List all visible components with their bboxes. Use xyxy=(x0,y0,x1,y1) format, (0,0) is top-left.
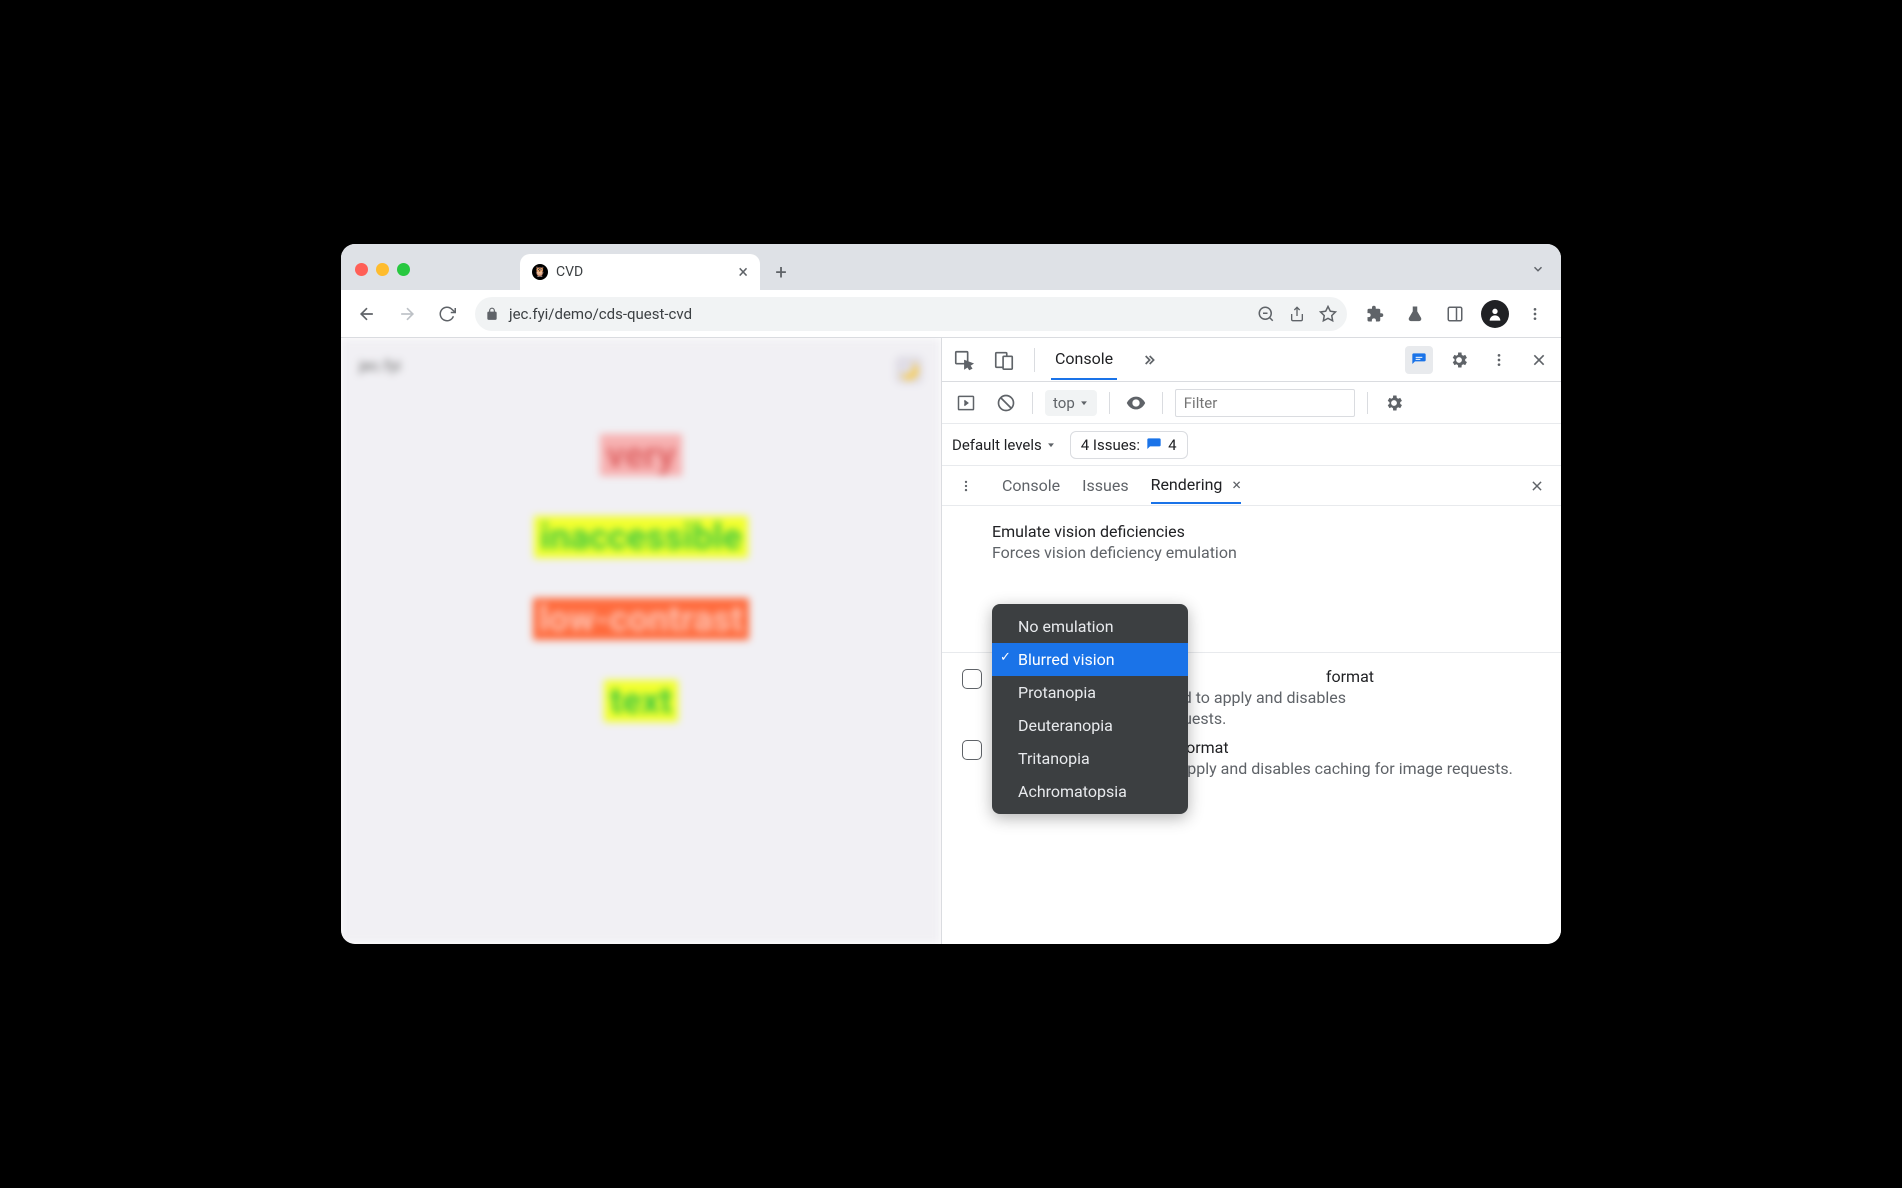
demo-word: low-contrast xyxy=(533,598,749,640)
demo-word: very xyxy=(600,434,681,476)
side-panel-button[interactable] xyxy=(1437,296,1473,332)
device-toggle-button[interactable] xyxy=(990,346,1018,374)
browser-window: 🦉 CVD × + jec.fyi/demo/cds-quest-cvd xyxy=(341,244,1561,944)
more-tabs-button[interactable] xyxy=(1135,346,1163,374)
back-button[interactable] xyxy=(349,296,385,332)
dropdown-option[interactable]: Tritanopia xyxy=(992,742,1188,775)
rendering-panel: Emulate vision deficiencies Forces visio… xyxy=(942,506,1561,794)
demo-word: inaccessible xyxy=(534,516,748,558)
dropdown-option[interactable]: Deuteranopia xyxy=(992,709,1188,742)
close-window-button[interactable] xyxy=(355,263,368,276)
dropdown-option[interactable]: No emulation xyxy=(992,610,1188,643)
show-sidebar-button[interactable] xyxy=(952,389,980,417)
devtools-menu-button[interactable] xyxy=(1485,346,1513,374)
close-drawer-tab-button[interactable]: × xyxy=(1232,475,1241,494)
log-levels-selector[interactable]: Default levels xyxy=(952,436,1056,454)
extensions-button[interactable] xyxy=(1357,296,1393,332)
clear-console-button[interactable] xyxy=(992,389,1020,417)
drawer-tab-issues[interactable]: Issues xyxy=(1082,467,1128,504)
close-drawer-button[interactable] xyxy=(1523,472,1551,500)
inspect-button[interactable] xyxy=(950,346,978,374)
dropdown-option[interactable]: Blurred vision xyxy=(992,643,1188,676)
reload-button[interactable] xyxy=(429,296,465,332)
messages-button[interactable] xyxy=(1405,346,1433,374)
issues-chip[interactable]: 4 Issues: 4 xyxy=(1070,431,1188,459)
profile-button[interactable] xyxy=(1477,296,1513,332)
dropdown-option[interactable]: Protanopia xyxy=(992,676,1188,709)
section-subtitle: Forces vision deficiency emulation xyxy=(992,543,1531,562)
issues-icon xyxy=(1146,437,1162,453)
theme-toggle[interactable]: 🌙 xyxy=(895,356,923,384)
context-selector[interactable]: top xyxy=(1045,390,1097,416)
console-filter-row: Default levels 4 Issues: 4 xyxy=(942,424,1561,466)
lock-icon xyxy=(485,307,499,321)
browser-toolbar: jec.fyi/demo/cds-quest-cvd xyxy=(341,290,1561,338)
window-controls xyxy=(355,263,410,276)
checkbox-1[interactable] xyxy=(962,669,982,689)
browser-tab[interactable]: 🦉 CVD × xyxy=(520,254,760,290)
content-area: jec.fyi 🌙 very inaccessible low-contrast te… xyxy=(341,338,1561,944)
drawer-tab-console[interactable]: Console xyxy=(1002,467,1060,504)
console-toolbar: top xyxy=(942,382,1561,424)
console-settings-button[interactable] xyxy=(1380,389,1408,417)
tab-strip: 🦉 CVD × + xyxy=(341,244,1561,290)
web-page: jec.fyi 🌙 very inaccessible low-contrast te… xyxy=(341,338,941,944)
devtools: Console xyxy=(941,338,1561,944)
demo-word: text xyxy=(604,680,678,722)
context-label: top xyxy=(1053,394,1075,412)
filter-input[interactable] xyxy=(1175,389,1355,417)
drawer-tab-rendering[interactable]: Rendering× xyxy=(1151,467,1241,504)
issues-label: 4 Issues: xyxy=(1081,436,1140,454)
forward-button[interactable] xyxy=(389,296,425,332)
checkbox-2[interactable] xyxy=(962,740,982,760)
section-title: Emulate vision deficiencies xyxy=(992,522,1531,541)
maximize-window-button[interactable] xyxy=(397,263,410,276)
close-devtools-button[interactable] xyxy=(1525,346,1553,374)
drawer-menu-button[interactable] xyxy=(952,472,980,500)
url-text: jec.fyi/demo/cds-quest-cvd xyxy=(509,305,692,323)
new-tab-button[interactable]: + xyxy=(766,257,796,287)
chrome-menu-button[interactable] xyxy=(1517,296,1553,332)
tab-list-button[interactable] xyxy=(1525,256,1551,282)
labs-button[interactable] xyxy=(1397,296,1433,332)
address-bar[interactable]: jec.fyi/demo/cds-quest-cvd xyxy=(475,297,1347,331)
site-label: jec.fyi xyxy=(359,356,401,384)
tab-title: CVD xyxy=(556,264,583,280)
star-icon[interactable] xyxy=(1319,305,1337,323)
devtools-main-toolbar: Console xyxy=(942,338,1561,382)
drawer-tabstrip: Console Issues Rendering× xyxy=(942,466,1561,506)
demo-words: very inaccessible low-contrast text xyxy=(359,434,923,722)
settings-button[interactable] xyxy=(1445,346,1473,374)
zoom-icon[interactable] xyxy=(1257,305,1275,323)
levels-label: Default levels xyxy=(952,436,1042,454)
share-icon[interactable] xyxy=(1289,306,1305,322)
favicon-icon: 🦉 xyxy=(532,264,548,280)
vision-deficiency-dropdown[interactable]: No emulationBlurred visionProtanopiaDeut… xyxy=(992,604,1188,814)
console-tab[interactable]: Console xyxy=(1051,339,1117,380)
dropdown-option[interactable]: Achromatopsia xyxy=(992,775,1188,808)
live-expression-button[interactable] xyxy=(1122,389,1150,417)
close-tab-button[interactable]: × xyxy=(738,262,748,283)
issues-count: 4 xyxy=(1168,436,1176,454)
minimize-window-button[interactable] xyxy=(376,263,389,276)
